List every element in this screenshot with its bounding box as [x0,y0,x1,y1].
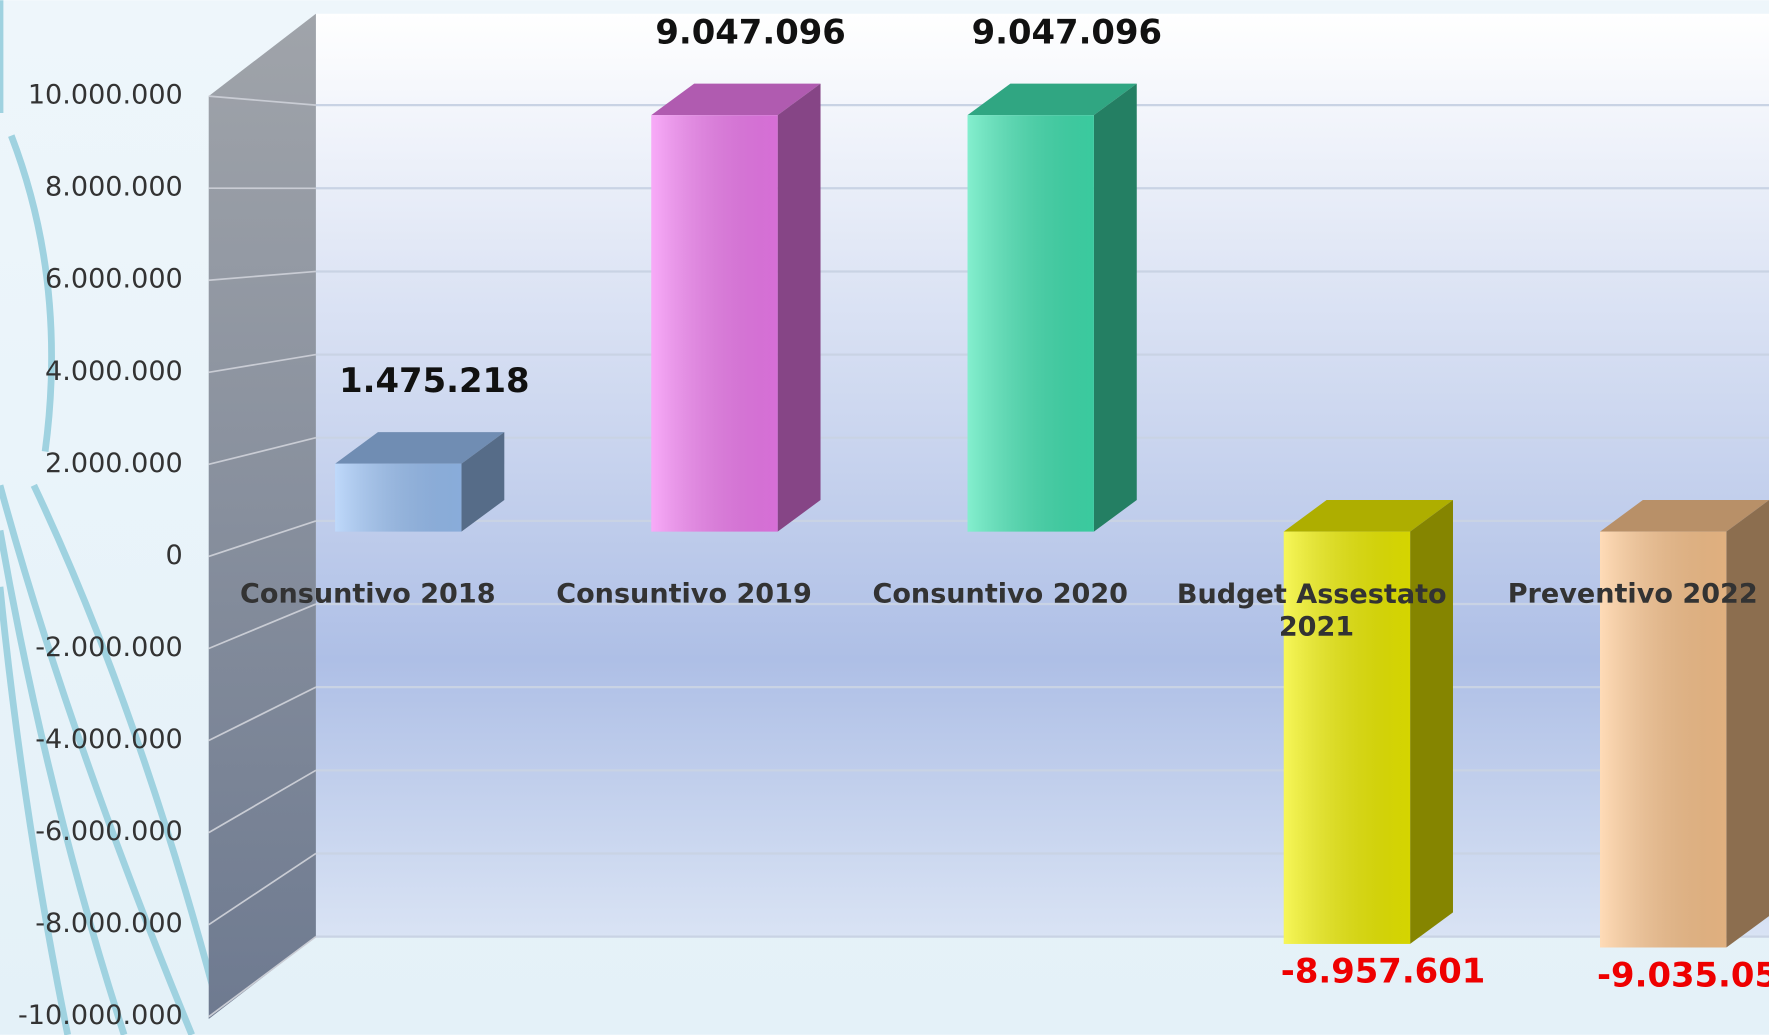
side-wall [208,13,316,1019]
grid-line-side [208,520,317,558]
y-tick-label: 8.000.000 [45,172,183,203]
decoration [0,0,218,1035]
grid-line-side [208,603,317,650]
x-tick-label: Consuntivo 2018 [240,578,496,609]
y-tick-label: 0 [166,540,183,571]
grid-line-side [208,935,317,1018]
y-tick-label: 4.000.000 [45,356,183,387]
bar-shine [1283,531,1411,944]
bar-shine [651,115,778,532]
bar-shine [1599,531,1727,948]
y-tick-label: -2.000.000 [35,632,183,663]
bar-side [461,432,505,532]
bar-shine [335,463,462,532]
value-label: -9.035.057 [1597,955,1769,994]
bar-side [777,83,821,532]
bar-top [967,83,1137,116]
x-tick-label-line: 2021 [1279,611,1354,642]
x-tick-label-line: Budget Assestato [1177,578,1456,609]
y-tick-label: -4.000.000 [35,724,183,755]
y-tick-label: -8.000.000 [35,908,183,939]
bar-side [1093,83,1137,532]
grid-line-side [208,852,317,926]
y-tick-label: -10.000.000 [18,1000,183,1031]
bar-shine [967,115,1094,532]
bar-top [651,83,821,116]
value-label: 1.475.218 [339,361,529,400]
bar-side [1410,500,1453,944]
grid-line-side [208,270,316,282]
y-tick-label: 2.000.000 [45,448,183,479]
x-tick-label: Budget Assestato 2021 [1177,578,1456,642]
y-tick-label: 6.000.000 [45,264,183,295]
x-tick-label: Preventivo 2022 [1508,578,1758,609]
x-tick-label: Consuntivo 2020 [872,578,1128,609]
value-label: -8.957.601 [1281,952,1486,991]
bar-top [335,432,505,464]
x-tick-label: Consuntivo 2019 [556,578,812,609]
grid-line-side [208,353,317,374]
bar-top [1599,500,1769,532]
grid-line-side [208,769,317,834]
value-label: 9.047.096 [972,12,1162,51]
bar-top [1283,500,1453,532]
y-tick-label: -6.000.000 [35,816,183,847]
value-label: 9.047.096 [655,12,845,51]
grid-line-side [208,686,317,742]
y-tick-label: 10.000.000 [28,80,183,111]
grid-line-side [208,95,316,106]
grid-line-side [208,436,317,466]
bar-side [1726,500,1769,948]
